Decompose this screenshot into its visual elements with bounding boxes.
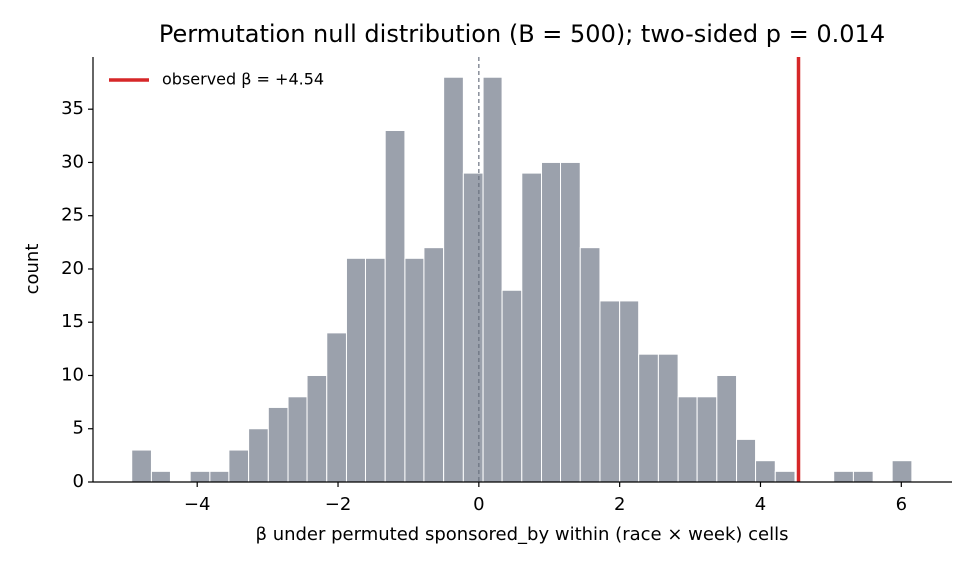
bar [657,353,679,483]
x-tick-label: 6 [896,494,907,515]
chart-title: Permutation null distribution (B = 500);… [159,20,885,48]
bar [462,172,484,483]
bar [696,396,718,483]
y-tick-label: 35 [61,98,84,119]
y-tick-label: 10 [61,364,84,385]
bar [306,374,328,483]
bar [267,406,289,483]
bar [384,129,406,483]
bar [364,257,386,483]
bar [443,76,464,483]
x-tick-label: 4 [755,494,766,515]
y-tick-label: 30 [61,151,84,172]
y-tick-label: 5 [73,418,84,439]
bar [345,257,366,483]
bar [228,449,250,483]
bar [326,332,347,483]
y-axis-label: count [22,244,43,295]
bar [541,161,562,483]
bar [189,470,211,483]
y-tick-label: 20 [61,258,84,279]
bar [716,374,738,483]
bar [248,428,269,483]
bar [891,460,913,483]
bar [131,449,152,483]
bar [677,396,698,483]
bar [619,300,640,483]
bar [736,438,757,483]
bar [287,396,308,483]
y-tick-label: 15 [61,311,84,332]
bar [638,353,659,483]
bar [579,247,601,483]
bar [852,470,874,483]
bar [482,76,503,483]
x-tick-label: −2 [325,494,352,515]
legend-label: observed β = +4.54 [162,70,324,89]
bar [209,470,230,483]
y-tick-label: 25 [61,205,84,226]
x-axis-label: β under permuted sponsored_by within (ra… [255,524,788,545]
bar [774,470,796,483]
x-tick-label: −4 [184,494,211,515]
x-tick-label: 0 [473,494,484,515]
x-tick-label: 2 [614,494,625,515]
bar [560,161,581,483]
y-tick-label: 0 [73,471,84,492]
bar [755,460,776,483]
bar [521,172,543,483]
bar [599,300,621,483]
bar [833,470,854,483]
bar [501,289,523,483]
bar [150,470,171,483]
bar [423,247,445,483]
bar [404,257,425,483]
